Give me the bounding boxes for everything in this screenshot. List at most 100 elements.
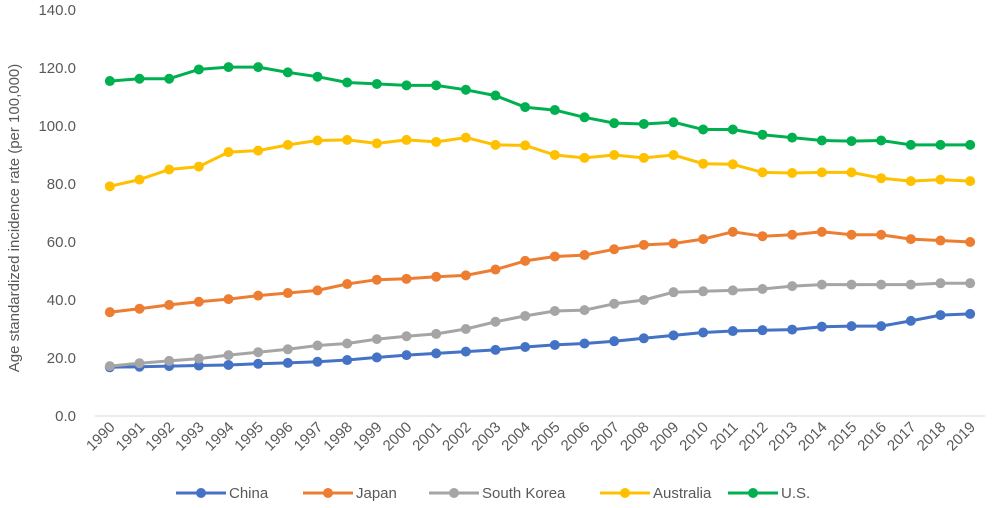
data-point-south-korea [253,347,264,358]
data-point-australia [549,150,560,160]
data-point-u-s [520,102,531,113]
data-point-china [282,357,293,368]
x-tick-label: 1994 [202,419,238,455]
data-point-japan [935,235,946,246]
data-point-u-s [876,135,887,146]
data-point-china [787,324,798,335]
legend-item-australia: Australia [600,485,712,502]
data-point-south-korea [134,358,145,369]
legend-marker [620,488,630,498]
legend-marker [748,488,758,498]
data-point-china [846,321,857,332]
data-point-u-s [193,64,204,75]
data-point-south-korea [609,298,620,309]
data-point-china [223,359,234,370]
data-point-japan [876,229,887,240]
data-point-china [757,325,768,336]
data-point-u-s [698,124,709,135]
data-point-south-korea [579,305,590,316]
data-point-u-s [727,124,738,135]
x-tick-label: 2010 [676,419,712,455]
x-axis-ticks: 1990199119921993199419951996199719981999… [83,419,979,455]
data-point-u-s [490,90,501,101]
data-point-south-korea [104,361,115,372]
data-point-south-korea [965,278,976,289]
data-point-japan [253,290,264,301]
x-tick-label: 2015 [825,419,861,455]
data-point-japan [104,307,115,318]
data-point-u-s [787,132,798,143]
legend-marker [323,488,333,498]
data-point-japan [312,285,323,296]
x-tick-label: 2017 [884,419,920,455]
data-point-u-s [579,112,590,123]
data-point-u-s [460,84,471,95]
legend: China Japan South Korea Australia U.S. [176,485,810,502]
data-point-australia [134,174,145,185]
data-point-australia [401,134,412,145]
data-point-u-s [253,62,264,73]
data-point-china [520,341,531,352]
x-tick-label: 2016 [854,419,890,455]
data-point-japan [549,251,560,262]
legend-item-u-s: U.S. [728,485,810,502]
data-point-china [876,321,887,332]
x-tick-label: 1998 [320,419,356,455]
data-point-australia [460,132,471,143]
x-tick-label: 2019 [943,419,979,455]
data-point-u-s [757,129,768,140]
data-point-south-korea [757,283,768,294]
data-point-south-korea [520,310,531,321]
legend-label: Australia [653,485,712,502]
series-line-u-s [109,65,971,147]
data-point-japan [965,237,976,247]
data-point-australia [490,139,501,150]
y-tick-label: 40.0 [47,292,76,309]
data-point-china [965,308,976,319]
data-point-japan [757,231,768,242]
data-point-u-s [342,77,353,88]
x-tick-label: 2008 [617,419,653,455]
x-tick-label: 1997 [291,419,327,455]
x-tick-label: 1993 [172,419,208,455]
data-point-japan [193,296,204,307]
data-point-australia [638,152,649,163]
data-point-australia [253,145,264,156]
data-point-japan [668,238,679,249]
data-point-japan [371,274,382,285]
x-tick-label: 1992 [142,419,178,455]
data-point-japan [579,250,590,261]
data-point-south-korea [727,285,738,296]
x-tick-label: 2018 [914,419,950,455]
data-point-australia [282,139,293,150]
y-tick-label: 100.0 [38,118,76,135]
data-point-china [935,310,946,321]
x-tick-label: 2004 [498,419,534,455]
data-point-australia [965,176,976,187]
legend-item-china: China [176,485,269,502]
data-point-china [490,344,501,355]
data-point-south-korea [431,328,442,339]
x-tick-label: 2013 [765,419,801,455]
data-point-south-korea [935,278,946,289]
data-point-u-s [549,105,560,116]
data-point-china [193,360,204,371]
data-point-japan [282,288,293,299]
x-tick-label: 2014 [795,419,831,455]
data-point-japan [460,270,471,281]
series-japan [104,226,976,318]
data-point-australia [757,167,768,178]
y-tick-label: 140.0 [38,2,76,19]
y-axis-title: Age standardized incidence rate (per 100… [6,64,23,373]
data-point-japan [787,229,798,240]
data-point-south-korea [282,344,293,355]
x-tick-label: 2002 [439,419,475,455]
data-point-south-korea [342,338,353,349]
data-point-australia [698,158,709,169]
data-point-south-korea [401,331,412,342]
series-line-japan [109,230,971,314]
data-point-japan [698,234,709,245]
data-point-u-s [431,80,442,91]
data-point-japan [342,279,353,290]
